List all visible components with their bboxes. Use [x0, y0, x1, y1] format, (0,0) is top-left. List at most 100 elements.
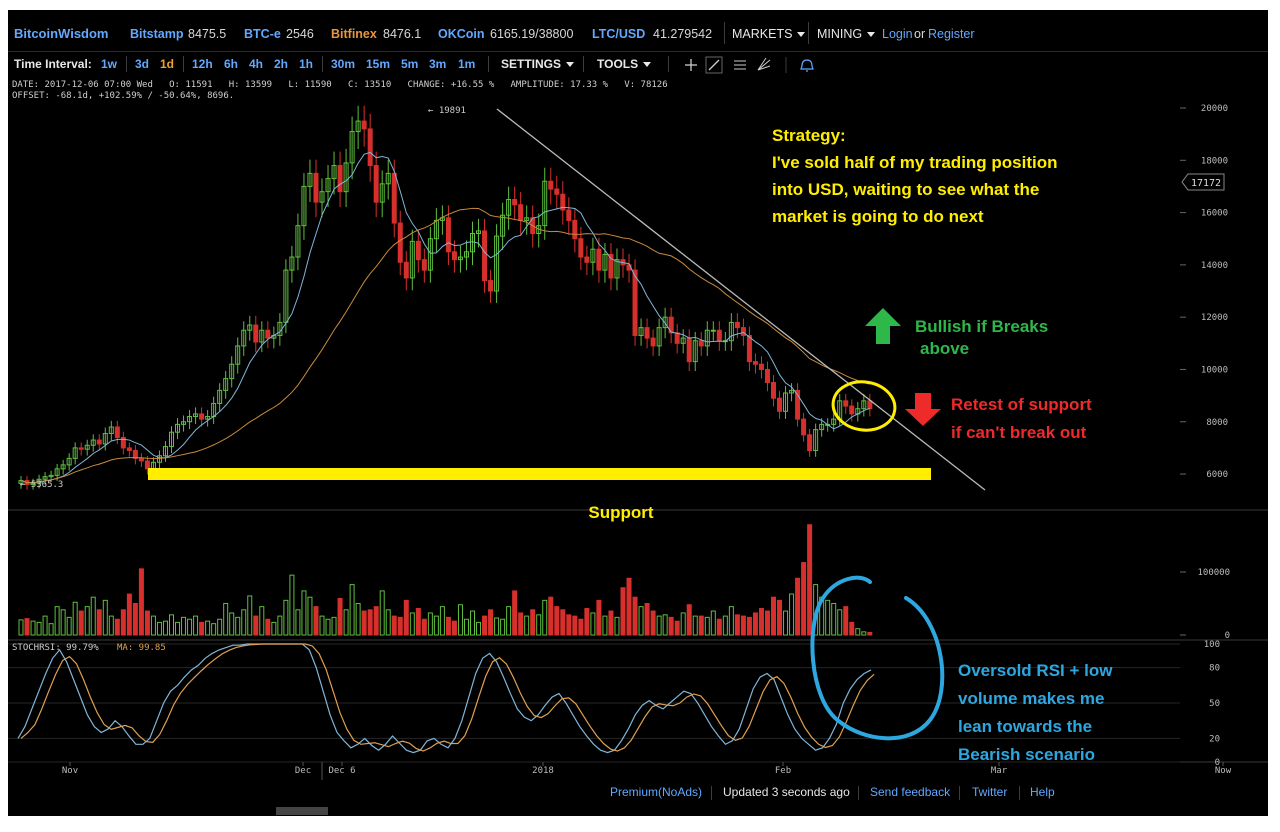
volume-bar: [693, 616, 697, 635]
volume-bar: [260, 607, 264, 635]
candle-body: [79, 448, 83, 449]
volume-bar: [272, 622, 276, 635]
volume-bar: [19, 620, 23, 635]
price-tick-label: 14000: [1201, 261, 1228, 271]
volume-bar: [37, 622, 41, 635]
volume-bar: [31, 621, 35, 635]
volume-bar: [440, 607, 444, 635]
rsi-highlight-circle: [812, 578, 942, 739]
volume-bar: [338, 598, 342, 635]
x-axis-label: Dec 6: [328, 766, 355, 776]
candle-body: [314, 173, 318, 202]
candle-body: [392, 173, 396, 223]
volume-bar: [404, 600, 408, 635]
volume-bar: [549, 597, 553, 635]
horizontal-scrollbar[interactable]: [276, 807, 328, 815]
rsi-note-label: Oversold RSI + low: [958, 661, 1113, 680]
volume-bar: [236, 617, 240, 635]
low-price-label: ← 5365.3: [20, 480, 63, 490]
candle-body: [651, 338, 655, 346]
candle-body: [802, 419, 806, 435]
rsi-tick-label: 100: [1204, 640, 1220, 650]
candle-body: [97, 440, 101, 444]
volume-bar: [741, 616, 745, 635]
volume-bar: [121, 610, 125, 635]
bullish-label: Bullish if Breaks: [915, 317, 1048, 336]
volume-bar: [489, 610, 493, 635]
volume-bar: [657, 616, 661, 635]
volume-bar: [380, 591, 384, 635]
volume-bar: [248, 596, 252, 635]
volume-bar: [61, 610, 65, 635]
moving-averages: [21, 152, 870, 482]
volume-bar: [796, 578, 800, 635]
volume-bar: [103, 600, 107, 635]
candle-body: [483, 231, 487, 281]
volume-bar: [759, 609, 763, 635]
candle-body: [808, 435, 812, 451]
candle-body: [139, 458, 143, 461]
volume-tick-label: 0: [1225, 631, 1230, 641]
candle-body: [266, 330, 270, 338]
volume-bar: [615, 617, 619, 635]
volume-bar: [224, 604, 228, 636]
rsi-note-label: lean towards the: [958, 717, 1092, 736]
candle-body: [519, 205, 523, 221]
volume-bar: [802, 563, 806, 635]
ma-slow-line: [21, 208, 870, 482]
twitter-link[interactable]: Twitter: [972, 785, 1007, 799]
volume-bar: [778, 600, 782, 635]
candle-body: [452, 252, 456, 260]
candle-body: [741, 328, 745, 336]
candle-body: [687, 338, 691, 362]
volume-bar: [356, 604, 360, 636]
volume-bar: [856, 629, 860, 635]
volume-bar: [519, 613, 523, 635]
candle-body: [759, 364, 763, 369]
stochrsi-ma-line: [21, 644, 874, 751]
candle-body: [778, 398, 782, 411]
volume-bar: [446, 617, 450, 635]
volume-bar: [765, 611, 769, 635]
volume-bar: [290, 575, 294, 635]
volume-bar: [573, 616, 577, 635]
candle-body: [585, 257, 589, 262]
footer: Premium(NoAds) Updated 3 seconds ago Sen…: [8, 780, 1268, 816]
arrow-down-icon: [905, 393, 941, 426]
price-tick-label: 8000: [1206, 418, 1228, 428]
volume-bar: [507, 607, 511, 635]
premium-link[interactable]: Premium(NoAds): [610, 785, 702, 799]
bearish-label: if can't break out: [951, 423, 1087, 442]
volume-bar: [501, 619, 505, 635]
volume-bar: [55, 607, 59, 635]
volume-bar: [639, 607, 643, 635]
rsi-tick-label: 80: [1209, 664, 1220, 674]
volume-bar: [663, 615, 667, 635]
volume-bar: [206, 621, 210, 635]
candle-body: [416, 241, 420, 259]
volume-bar: [471, 611, 475, 635]
help-link[interactable]: Help: [1030, 785, 1055, 799]
volume-bar: [735, 615, 739, 635]
volume-bar: [170, 615, 174, 635]
annotations: ← 19891← 5365.3SupportStrategy:I've sold…: [20, 106, 1113, 764]
volume-bar: [555, 607, 559, 635]
candle-body: [362, 121, 366, 129]
volume-bar: [784, 611, 788, 635]
volume-bar: [772, 597, 776, 635]
volume-bar: [242, 610, 246, 635]
volume-bar: [543, 600, 547, 635]
price-tick-label: 6000: [1206, 470, 1228, 480]
send-feedback-link[interactable]: Send feedback: [870, 785, 950, 799]
strategy-line: into USD, waiting to see what the: [772, 180, 1039, 199]
volume-bar: [182, 617, 186, 635]
volume-bar: [308, 597, 312, 635]
volume-bar: [416, 609, 420, 635]
price-chart[interactable]: 2000018000160001400012000100008000600017…: [8, 10, 1268, 780]
volume-bar: [477, 622, 481, 635]
candle-body: [717, 330, 721, 340]
candle-body: [765, 369, 769, 382]
volume-bar: [579, 619, 583, 635]
volume-bar: [826, 600, 830, 635]
volume-bar: [127, 594, 131, 635]
